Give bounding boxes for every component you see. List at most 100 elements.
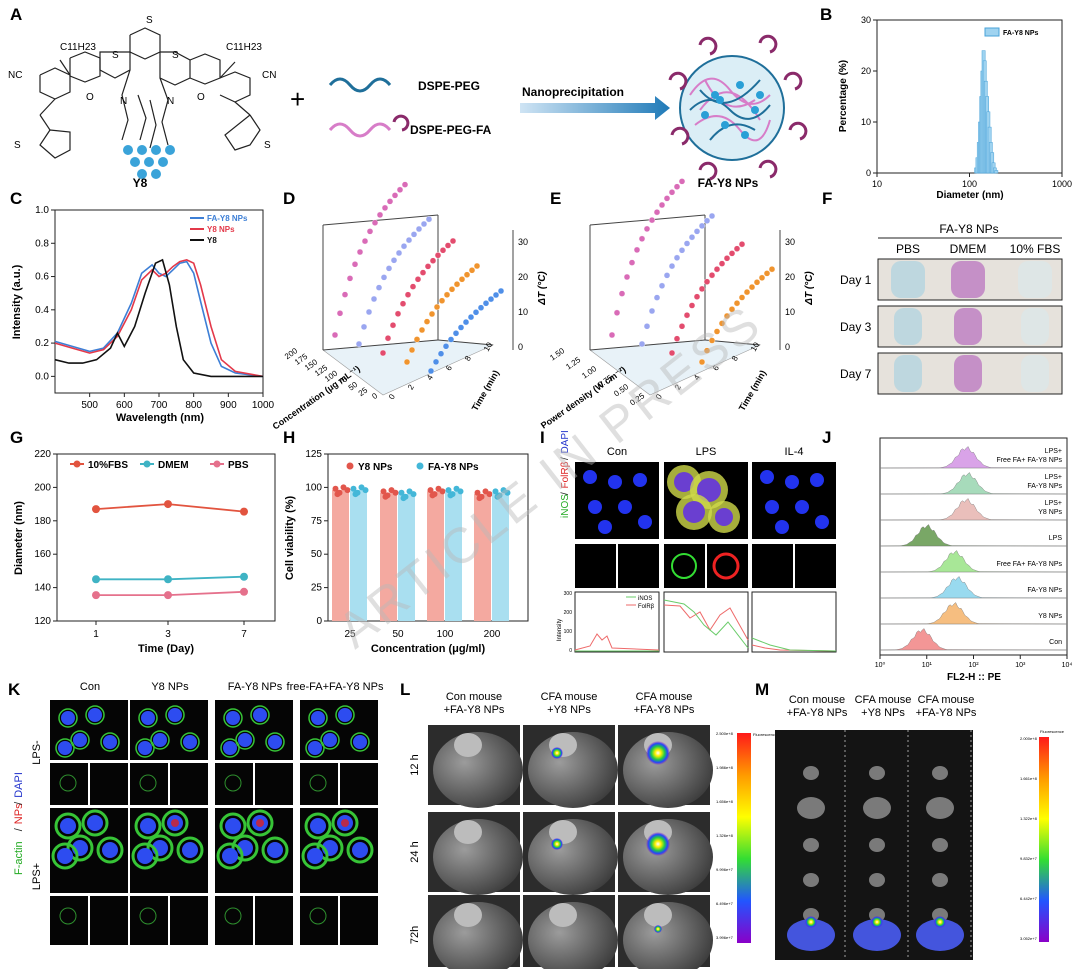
column-label: Con mouse [789, 694, 845, 706]
color-scale-tick: 1.661e+8 [1020, 776, 1038, 781]
stain-label: F-actin [13, 841, 25, 875]
data-point [708, 212, 716, 220]
actin-ring [250, 705, 270, 725]
color-scale-tick: 2.500e+8 [716, 731, 734, 736]
chart-c-plot: FA-Y8 NPs Y8 NPs Y8 500 600 700 800 900 1000 0.0 0… [35, 205, 274, 411]
data-point [492, 291, 500, 299]
data-point [442, 343, 450, 350]
data-point [703, 217, 711, 225]
nucleus [598, 520, 612, 534]
replicate-dot [352, 491, 359, 498]
data-point [718, 260, 726, 267]
data-point [403, 358, 411, 366]
ridge-label: LPS+ [1045, 448, 1062, 455]
x-axis-label: Time (min) [470, 368, 501, 412]
panel-j-letter: J [822, 428, 831, 447]
x-tick-label: 6 [711, 363, 721, 372]
fluorescence-signal [646, 832, 670, 856]
replicate-dot [476, 495, 483, 502]
histogram-ridge [879, 446, 1068, 469]
data-point [365, 308, 373, 316]
nucleus [223, 741, 237, 755]
channel-image [130, 763, 168, 805]
chart-b-xlabel: Diameter (nm) [936, 190, 1003, 201]
x-tick-label: 7 [241, 629, 247, 640]
x-tick-label: 10⁴ [1062, 662, 1073, 669]
nucleus [697, 478, 721, 502]
data-point [405, 236, 413, 244]
viability-bar [398, 494, 415, 621]
nucleus [353, 735, 367, 749]
actin-ring [316, 834, 344, 862]
channel-image [300, 896, 338, 945]
color-scale-tick: 9.832e+7 [1020, 856, 1038, 861]
channel-image [340, 763, 378, 805]
y-tick-label: 200 [564, 610, 573, 616]
y-tick-label: 0 [866, 168, 871, 178]
chart-g-xlabel: Time (Day) [138, 643, 194, 655]
data-point [355, 340, 363, 348]
y-tick-label: 0.0 [35, 371, 49, 382]
row-label: Day 7 [840, 367, 872, 381]
chart-b-legend: FA-Y8 NPs [1003, 30, 1039, 37]
panel-g-letter: G [10, 428, 23, 447]
actin-ring [58, 708, 78, 728]
replicate-dot [334, 491, 341, 498]
actin-ring [96, 836, 124, 864]
color-scale-bar [1039, 737, 1049, 942]
nucleus [87, 815, 103, 831]
axis-edge [322, 214, 439, 226]
data-point [758, 274, 766, 281]
ridge-label: Con [1049, 639, 1062, 646]
replicate-dot [429, 492, 436, 499]
actin-ring [70, 730, 90, 750]
legend-marker [346, 462, 354, 470]
x-tick-label: 0 [387, 392, 397, 401]
chart-g-ylabel: Diameter (nm) [13, 501, 25, 575]
data-point [608, 331, 616, 339]
y8-group-n-right: N [167, 96, 174, 107]
legend-marker [73, 460, 81, 468]
actin-ring [231, 834, 259, 862]
data-point [723, 255, 731, 262]
ridge-label: FA-Y8 NPs [1027, 587, 1062, 594]
data-point [437, 350, 445, 357]
legend-marker [416, 462, 424, 470]
data-point [346, 275, 354, 282]
nucleus [638, 515, 652, 529]
actin-ring [305, 738, 325, 758]
channel-image [664, 544, 705, 588]
data-point [385, 265, 393, 272]
folr-profile [574, 633, 660, 651]
nucleus [238, 733, 252, 747]
data-point [703, 278, 711, 285]
panel-k: K Con Y8 NPs FA-Y8 NPs free-FA+FA-Y8 NPs LPS… [8, 680, 384, 945]
actin-ring [139, 907, 157, 925]
data-point [420, 220, 428, 228]
data-point [384, 335, 392, 342]
organ-label: Liver [986, 804, 1004, 813]
data-point [395, 249, 403, 257]
organ-label: Kidney [983, 911, 1007, 920]
histogram-ridge [879, 602, 1068, 625]
np-dye-dot [736, 81, 744, 89]
viability-bar [492, 492, 509, 621]
intestine-image [853, 919, 901, 951]
y8-group-o-left: O [86, 92, 94, 103]
color-scale-tick: 1.656e+8 [716, 799, 734, 804]
column-label: LPS [696, 446, 717, 458]
y-tick-label: 0.2 [35, 338, 49, 349]
x-tick-label: 4 [692, 373, 702, 382]
organ-image [869, 838, 885, 852]
np-dye-dot [741, 131, 749, 139]
z-axis-label: ΔT (°C) [537, 271, 548, 306]
fluorescence-signal [654, 925, 662, 933]
data-point [423, 318, 431, 325]
data-point [643, 323, 651, 330]
np-dye-dot [751, 106, 759, 114]
data-point [763, 270, 771, 277]
channel-image [50, 763, 88, 805]
